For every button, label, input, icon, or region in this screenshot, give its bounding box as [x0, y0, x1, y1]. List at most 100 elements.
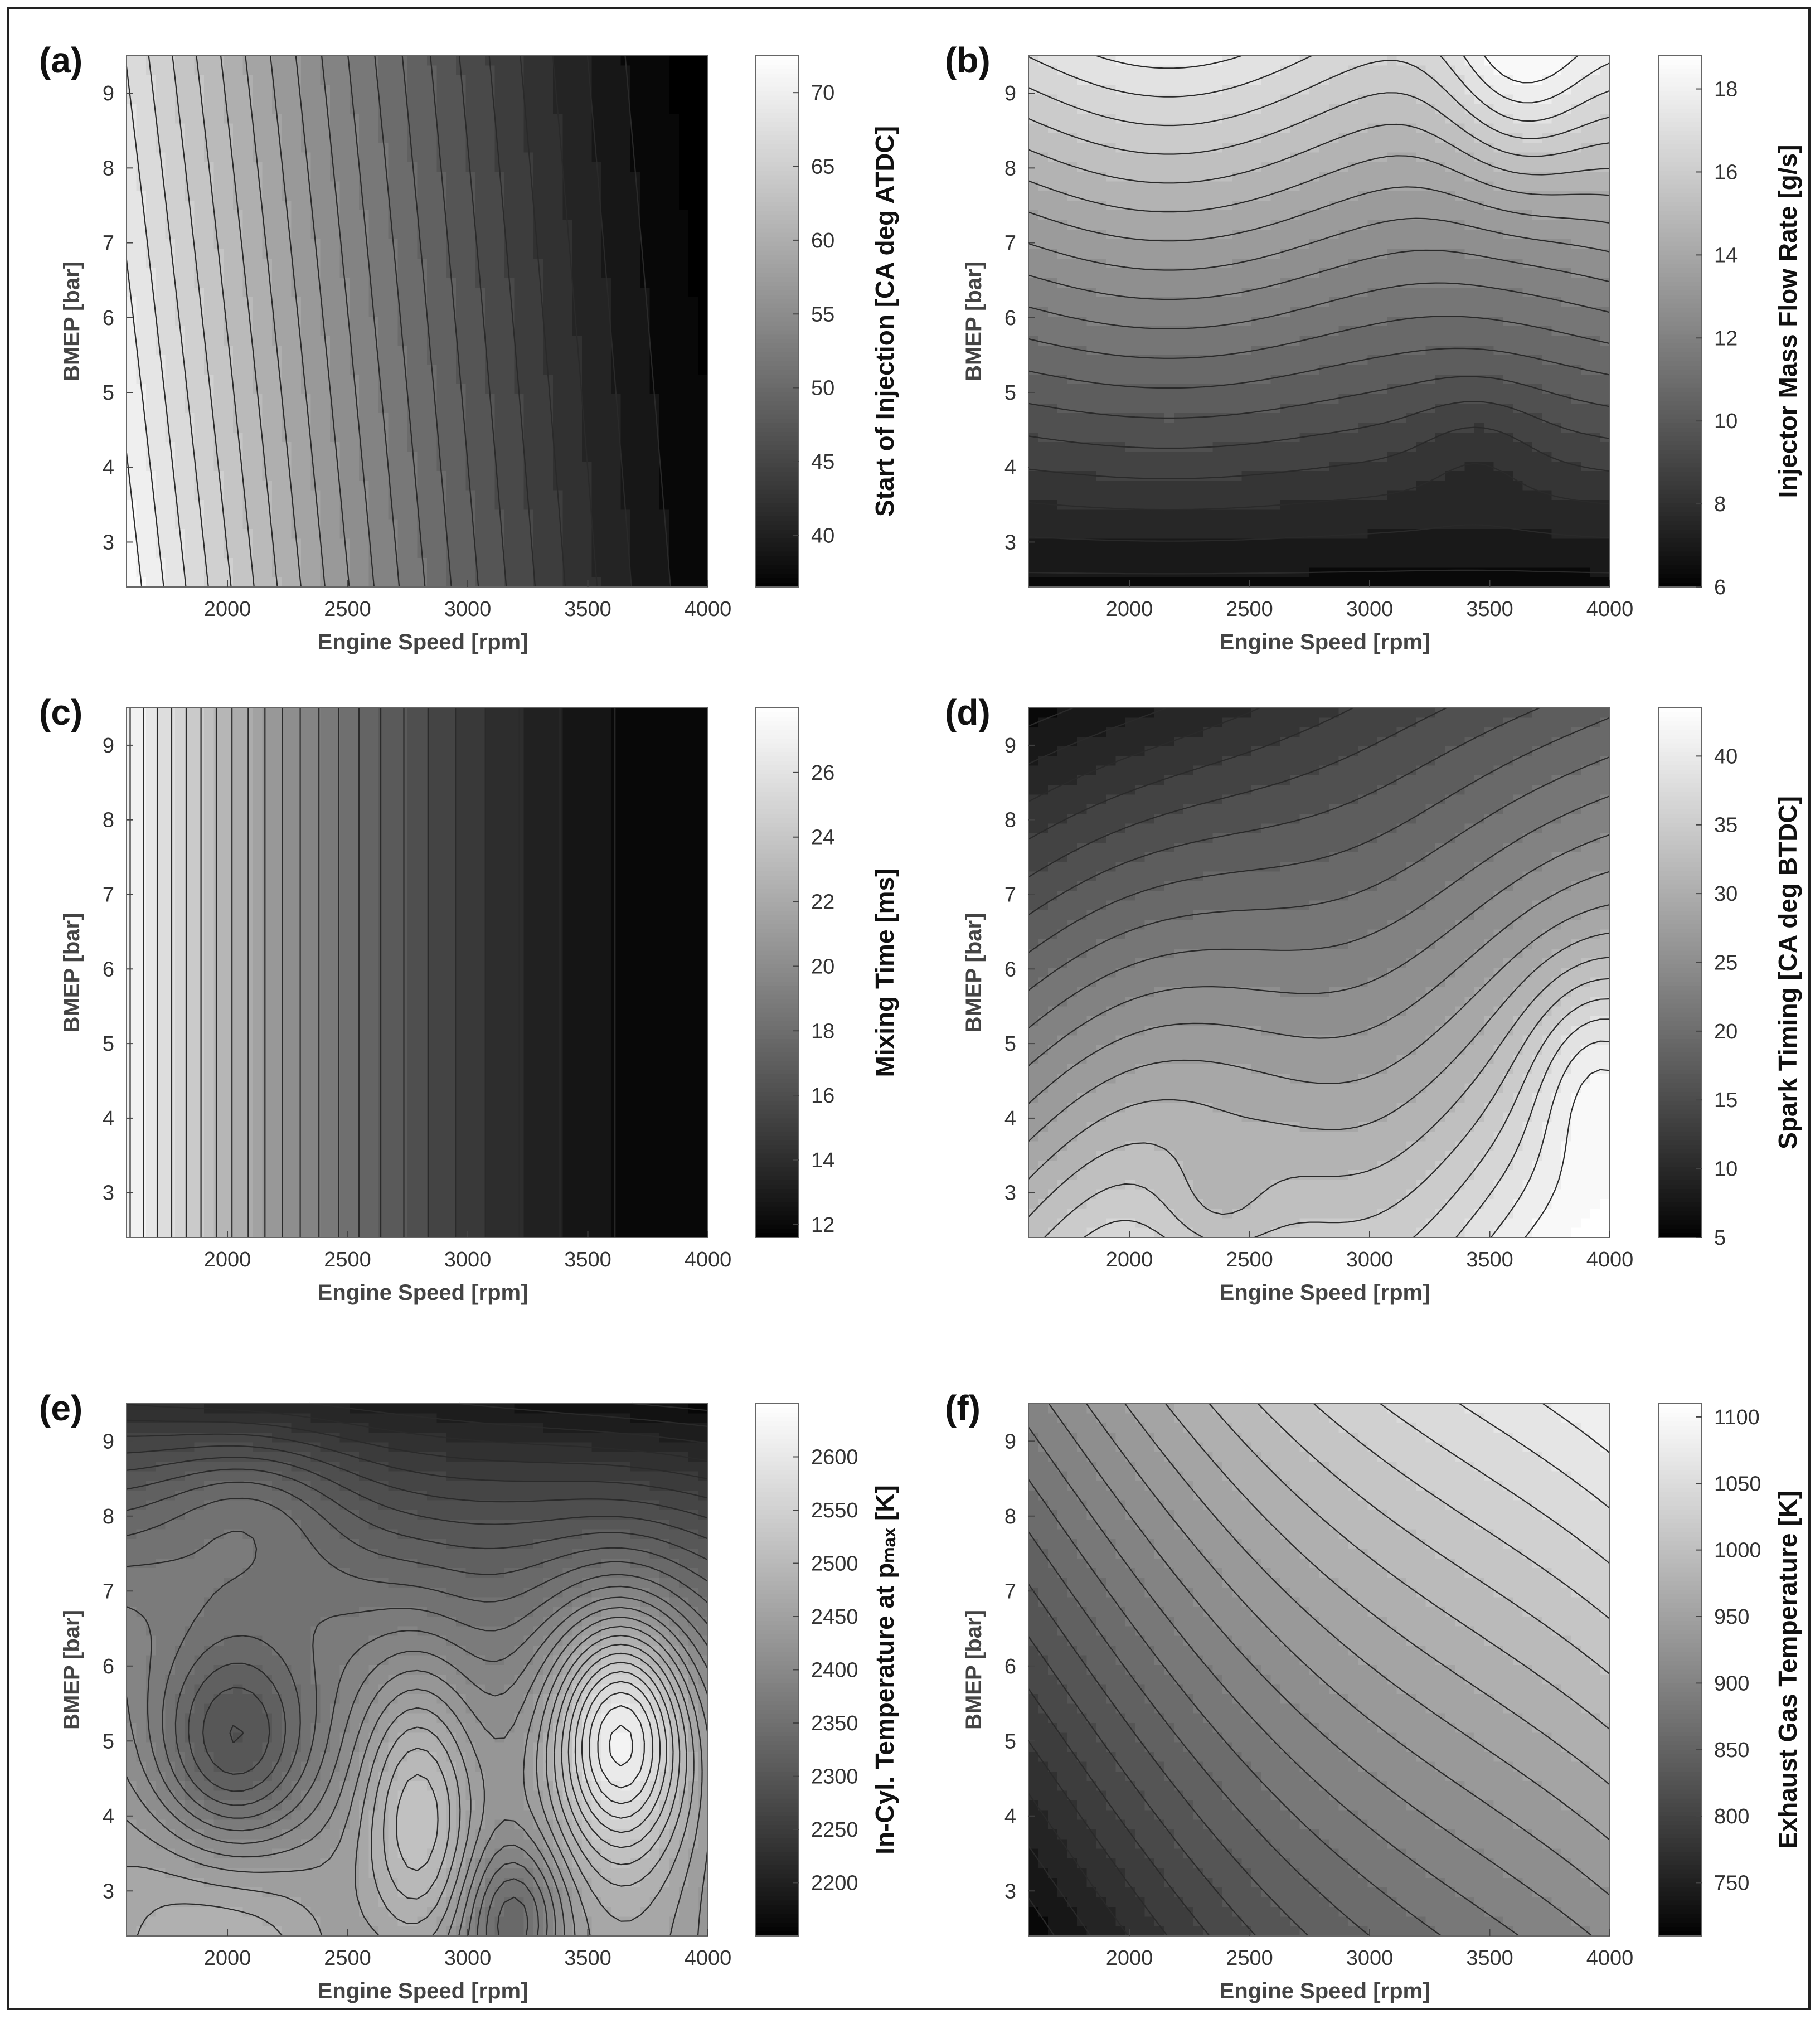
- contour-cell: [698, 297, 708, 307]
- contour-cell: [233, 220, 243, 230]
- contour-cell: [378, 220, 389, 230]
- contour-cell: [1387, 75, 1397, 85]
- contour-cell: [1542, 210, 1552, 220]
- contour-cell: [1077, 181, 1087, 191]
- contour-cell: [504, 355, 515, 365]
- contour-cell: [533, 433, 543, 443]
- contour-cell: [195, 549, 205, 559]
- contour-cell: [601, 520, 611, 530]
- contour-cell: [1590, 56, 1600, 66]
- contour-cell: [524, 56, 534, 66]
- contour-cell: [475, 462, 486, 472]
- contour-cell: [679, 442, 689, 452]
- contour-cell: [369, 375, 379, 385]
- contour-cell: [475, 375, 486, 385]
- contour-cell: [650, 259, 660, 269]
- contour-cell: [204, 75, 214, 85]
- contour-cell: [621, 278, 631, 288]
- contour-cell: [572, 317, 583, 327]
- contour-cell: [659, 181, 669, 191]
- contour-cell: [1135, 278, 1145, 288]
- contour-cell: [1581, 288, 1591, 298]
- contour-cell: [1183, 230, 1193, 240]
- contour-cell: [213, 529, 224, 539]
- contour-cell: [465, 268, 475, 278]
- contour-cell: [514, 278, 524, 288]
- contour-cell: [224, 491, 234, 501]
- contour-cell: [1484, 288, 1494, 298]
- contour-cell: [1232, 201, 1242, 211]
- contour-cell: [1319, 56, 1329, 66]
- contour-cell: [1086, 56, 1096, 66]
- contour-cell: [1096, 94, 1106, 104]
- contour-cell: [495, 375, 505, 385]
- colorbar-band: [755, 78, 799, 83]
- contour-cell: [572, 220, 583, 230]
- contour-cell: [543, 201, 553, 211]
- contour-cell: [369, 104, 379, 114]
- contour-cell: [1203, 162, 1213, 172]
- contour-cell: [1280, 114, 1290, 124]
- contour-cell: [185, 210, 195, 220]
- contour-cell: [1183, 191, 1193, 201]
- contour-cell: [398, 259, 408, 269]
- contour-cell: [1464, 278, 1474, 288]
- contour-cell: [321, 191, 331, 201]
- contour-cell: [553, 423, 563, 433]
- contour-cell: [1387, 288, 1397, 298]
- contour-cell: [388, 104, 398, 114]
- contour-cell: [175, 404, 185, 414]
- contour-cell: [669, 75, 679, 85]
- contour-cell: [456, 394, 466, 404]
- contour-cell: [292, 307, 302, 317]
- contour-cell: [1416, 114, 1426, 124]
- contour-cell: [1290, 56, 1300, 66]
- contour-cell: [640, 375, 650, 385]
- contour-cell: [330, 317, 340, 327]
- contour-cell: [1329, 249, 1339, 259]
- contour-cell: [136, 500, 146, 510]
- contour-cell: [679, 452, 689, 462]
- contour-cell: [301, 549, 311, 559]
- contour-cell: [224, 239, 234, 249]
- contour-cell: [321, 172, 331, 182]
- contour-cell: [1271, 259, 1281, 269]
- contour-cell: [543, 56, 553, 66]
- contour-cell: [621, 365, 631, 375]
- colorbar-band: [755, 224, 799, 229]
- contour-cell: [185, 538, 195, 549]
- contour-cell: [1600, 104, 1610, 114]
- colorbar-band: [755, 472, 799, 477]
- contour-cell: [1271, 133, 1281, 143]
- contour-cell: [562, 317, 572, 327]
- contour-cell: [321, 162, 331, 172]
- contour-cell: [330, 520, 340, 530]
- contour-cell: [418, 278, 428, 288]
- contour-cell: [524, 384, 534, 394]
- contour-cell: [485, 558, 495, 568]
- contour-cell: [378, 355, 389, 365]
- contour-cell: [1445, 288, 1455, 298]
- contour-cell: [1261, 85, 1271, 95]
- contour-cell: [640, 355, 650, 365]
- contour-cell: [553, 433, 563, 443]
- contour-cell: [301, 336, 311, 346]
- contour-cell: [301, 162, 311, 172]
- contour-cell: [524, 394, 534, 404]
- contour-cell: [310, 326, 321, 336]
- contour-cell: [1348, 181, 1358, 191]
- contour-cell: [582, 191, 592, 201]
- contour-cell: [495, 413, 505, 423]
- contour-cell: [504, 336, 515, 346]
- contour-cell: [301, 471, 311, 481]
- contour-cell: [1329, 56, 1339, 66]
- contour-cell: [475, 307, 486, 317]
- contour-cell: [533, 355, 543, 365]
- contour-cell: [301, 452, 311, 462]
- contour-cell: [475, 201, 486, 211]
- contour-cell: [562, 538, 572, 549]
- contour-cell: [1561, 133, 1571, 143]
- contour-cell: [136, 307, 146, 317]
- colorbar-band: [755, 268, 799, 273]
- contour-cell: [659, 384, 669, 394]
